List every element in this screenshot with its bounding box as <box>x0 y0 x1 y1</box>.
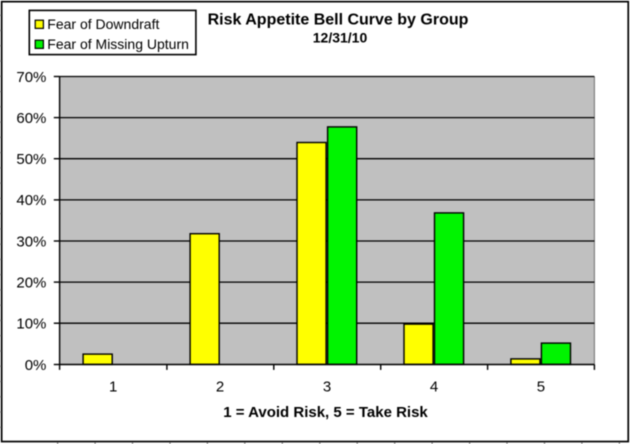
svg-text:4: 4 <box>430 379 438 396</box>
svg-text:10%: 10% <box>16 316 46 333</box>
svg-text:Fear of Downdraft: Fear of Downdraft <box>47 16 159 32</box>
svg-text:70%: 70% <box>16 69 46 86</box>
svg-text:5: 5 <box>537 379 545 396</box>
svg-text:40%: 40% <box>16 192 46 209</box>
svg-text:20%: 20% <box>16 274 46 291</box>
svg-text:1 = Avoid Risk, 5 = Take Risk: 1 = Avoid Risk, 5 = Take Risk <box>223 404 428 421</box>
svg-text:30%: 30% <box>16 233 46 250</box>
svg-text:12/31/10: 12/31/10 <box>313 30 368 46</box>
svg-text:50%: 50% <box>16 151 46 168</box>
svg-text:1: 1 <box>109 379 117 396</box>
svg-text:0%: 0% <box>25 357 47 374</box>
svg-text:Risk Appetite Bell Curve by Gr: Risk Appetite Bell Curve by Group <box>208 12 469 29</box>
svg-text:3: 3 <box>323 379 331 396</box>
svg-text:60%: 60% <box>16 110 46 127</box>
svg-text:2: 2 <box>216 379 224 396</box>
svg-text:Fear of Missing Upturn: Fear of Missing Upturn <box>47 36 189 52</box>
